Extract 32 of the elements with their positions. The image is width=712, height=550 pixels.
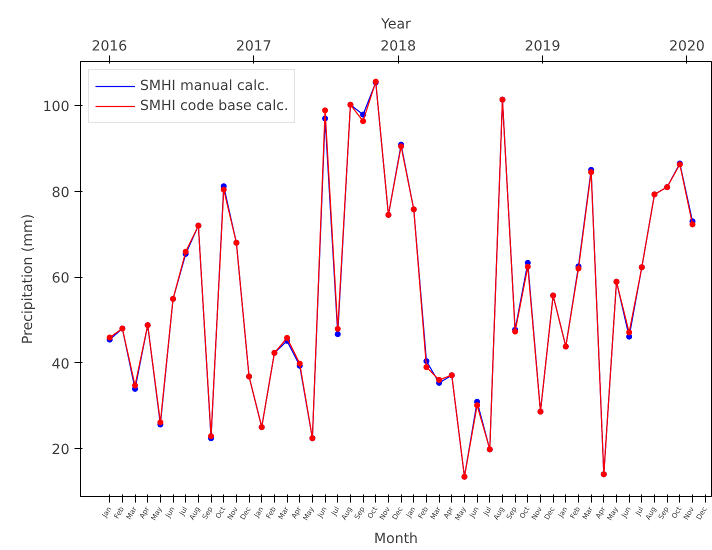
x-axis-title: Month	[374, 531, 418, 548]
point	[334, 331, 341, 338]
y-tick-label: 40	[52, 356, 70, 372]
legend-label: SMHI manual calc.	[140, 78, 270, 94]
x2-tick-label: 2019	[524, 38, 560, 54]
point	[474, 402, 480, 408]
legend-label: SMHI code base calc.	[140, 98, 288, 114]
x2-tick-label: 2020	[669, 38, 705, 54]
point	[689, 221, 696, 228]
y-tick-label: 80	[52, 184, 70, 201]
point	[575, 266, 582, 272]
x2-axis-title: Year	[380, 16, 412, 32]
y-axis-title: Precipitation (mm)	[20, 214, 36, 344]
y-tick-label: 60	[52, 270, 70, 287]
point	[436, 376, 442, 383]
point	[322, 107, 328, 114]
x2-tick-label: 2016	[92, 38, 128, 54]
point	[360, 118, 366, 124]
point	[157, 419, 164, 426]
point	[588, 169, 594, 176]
x2-tick-label: 2017	[236, 38, 272, 54]
point	[334, 326, 341, 332]
x2-tick-label: 2018	[380, 38, 416, 54]
y-tick-label: 20	[52, 442, 70, 458]
point	[423, 364, 430, 370]
point	[132, 382, 138, 388]
y-tick-label: 100	[42, 99, 70, 116]
point	[220, 186, 227, 193]
point	[284, 334, 290, 341]
point	[626, 329, 632, 336]
point	[524, 264, 531, 270]
point	[106, 334, 113, 340]
